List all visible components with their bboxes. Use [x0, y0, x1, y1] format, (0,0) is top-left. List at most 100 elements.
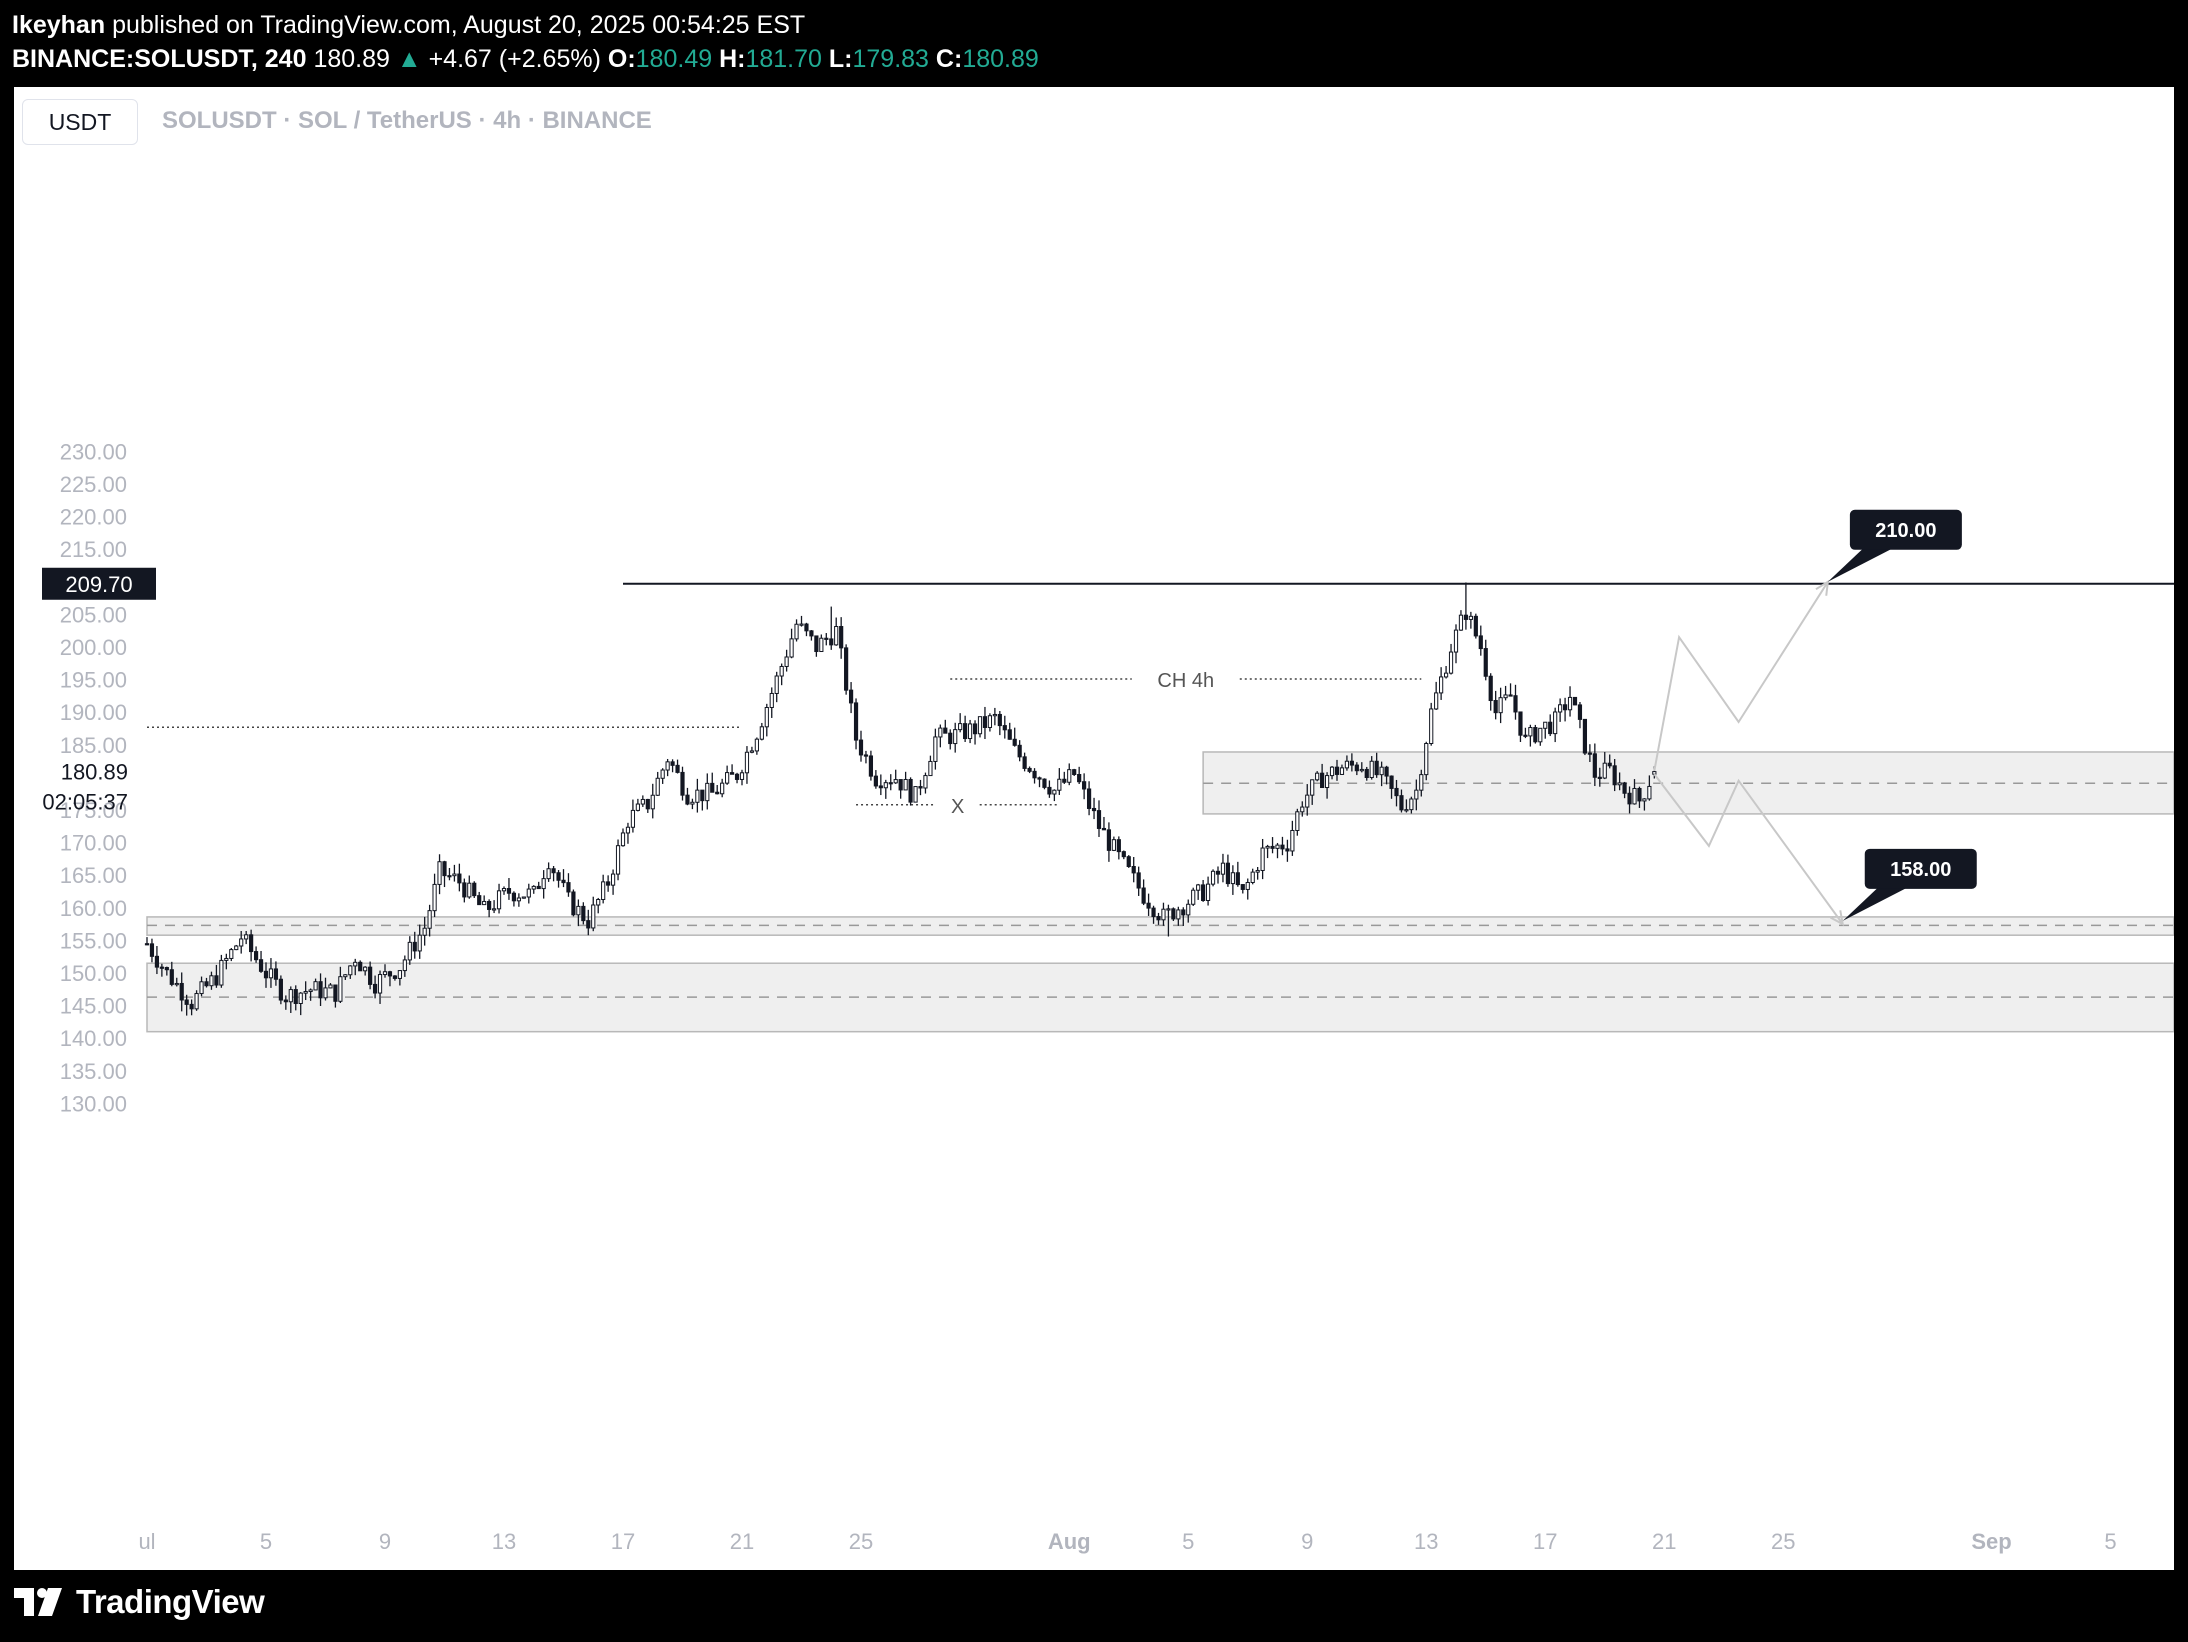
- candle: [1141, 879, 1146, 906]
- candle-body: [1196, 884, 1201, 891]
- current-price-label: 180.89: [61, 760, 128, 785]
- candle: [1528, 724, 1533, 747]
- candle-body: [333, 984, 338, 1002]
- candle-body: [948, 732, 953, 745]
- candle: [576, 899, 581, 927]
- candle: [888, 774, 893, 791]
- candle: [948, 729, 953, 750]
- candle: [1503, 685, 1508, 701]
- candle-body: [1027, 767, 1032, 772]
- candle-body: [516, 897, 521, 902]
- candle: [239, 930, 244, 954]
- candle-body: [219, 959, 224, 986]
- candle: [1290, 820, 1295, 856]
- candle-body: [566, 882, 571, 893]
- candle-body: [1637, 787, 1642, 802]
- chart-panel[interactable]: 230.00 225.00 220.00 215.00 205.00 200.00 195.…: [14, 87, 2174, 1570]
- candle: [1324, 772, 1330, 799]
- symbol-line: BINANCE:SOLUSDT, 240 180.89 ▲ +4.67 (+2.…: [12, 42, 1039, 76]
- candle-body: [665, 761, 670, 771]
- tradingview-logo[interactable]: TradingView: [12, 1582, 265, 1622]
- candle: [650, 783, 655, 819]
- candle-body: [189, 1003, 194, 1010]
- candle: [1582, 718, 1588, 756]
- x-tick-label: 17: [611, 1529, 635, 1554]
- candle-body: [313, 981, 318, 991]
- candle-body: [710, 782, 715, 793]
- candle-body: [268, 968, 274, 979]
- candle: [387, 970, 393, 987]
- target-callout-0: 210.00: [1827, 509, 1962, 582]
- candle: [482, 895, 487, 906]
- candle: [1344, 755, 1350, 771]
- candle-body: [834, 626, 839, 646]
- candle: [1305, 784, 1310, 816]
- candle-body: [1339, 767, 1345, 775]
- candle-body: [1215, 870, 1221, 875]
- candle-body: [1364, 768, 1369, 779]
- candle: [1394, 779, 1399, 807]
- candle: [1012, 727, 1017, 747]
- candle: [804, 622, 809, 637]
- close-label: C:: [935, 45, 963, 73]
- candle-body: [670, 761, 675, 766]
- candle: [734, 772, 740, 784]
- candle-body: [635, 803, 640, 811]
- candle-body: [472, 882, 477, 897]
- candle-body: [982, 716, 988, 728]
- candle: [685, 787, 690, 806]
- candle-body: [1617, 782, 1622, 786]
- candle: [1513, 684, 1518, 720]
- candle-body: [496, 890, 502, 910]
- candle-body: [1007, 729, 1012, 740]
- candle: [457, 863, 462, 892]
- candle: [1369, 756, 1374, 780]
- candle: [844, 644, 849, 695]
- candle: [655, 771, 660, 796]
- candle-body: [1354, 764, 1359, 772]
- candle: [477, 891, 482, 906]
- publisher-name[interactable]: Ikeyhan: [12, 11, 106, 39]
- candle: [1156, 912, 1161, 925]
- candle-body: [1632, 787, 1637, 805]
- candle-body: [1548, 721, 1553, 735]
- x-axis: ul 5 9 13 17 21 25 Aug 5 9 13 17 21 25 Sep 5: [138, 1529, 2116, 1554]
- candle: [834, 617, 839, 646]
- candle: [938, 724, 943, 748]
- candle: [1354, 762, 1359, 776]
- candle-body: [1558, 704, 1563, 713]
- candle-body: [452, 873, 457, 877]
- candle: [1632, 779, 1637, 805]
- candle: [625, 822, 631, 844]
- candle: [1052, 789, 1057, 802]
- candle: [606, 875, 611, 892]
- currency-button[interactable]: USDT: [22, 99, 138, 145]
- candle-body: [1265, 845, 1270, 849]
- high-value: 181.70: [745, 45, 822, 73]
- candle-body: [1498, 697, 1503, 714]
- candle: [1558, 698, 1563, 722]
- candle-body: [1082, 781, 1087, 790]
- candle-body: [1205, 883, 1211, 902]
- candle: [1235, 861, 1240, 887]
- candle-body: [606, 881, 611, 886]
- candle-body: [725, 772, 730, 784]
- y-tick-label: 160.00: [60, 896, 127, 921]
- candle: [814, 635, 819, 657]
- candle: [958, 713, 963, 733]
- candle: [402, 955, 407, 977]
- candle-body: [839, 626, 844, 649]
- candle: [749, 746, 755, 754]
- candle-body: [1032, 770, 1037, 779]
- price-chart[interactable]: 230.00 225.00 220.00 215.00 205.00 200.00 195.…: [14, 87, 2174, 1570]
- candle: [1612, 758, 1617, 792]
- candle: [209, 971, 214, 990]
- candle-body: [1533, 727, 1538, 743]
- candle: [571, 889, 576, 917]
- candle: [154, 946, 160, 975]
- candle-body: [283, 999, 288, 1003]
- x-tick-label: 9: [379, 1529, 391, 1554]
- candle-body: [997, 713, 1002, 727]
- candle: [933, 728, 938, 770]
- candle-body: [1255, 869, 1260, 873]
